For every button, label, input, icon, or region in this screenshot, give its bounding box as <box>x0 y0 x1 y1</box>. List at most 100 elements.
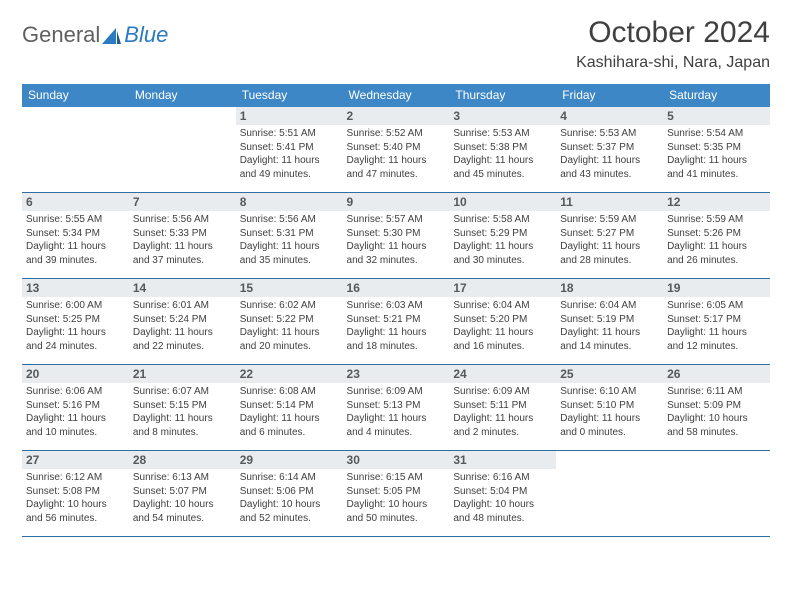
sunset-line: Sunset: 5:35 PM <box>667 141 766 155</box>
day-number: 5 <box>663 107 770 125</box>
sunrise-line: Sunrise: 6:04 AM <box>560 299 659 313</box>
sunrise-line: Sunrise: 5:58 AM <box>453 213 552 227</box>
day-cell: 24Sunrise: 6:09 AMSunset: 5:11 PMDayligh… <box>449 365 556 451</box>
day-number: 10 <box>449 193 556 211</box>
sunrise-line: Sunrise: 6:09 AM <box>453 385 552 399</box>
daylight-line: Daylight: 11 hours and 14 minutes. <box>560 326 659 353</box>
weekday-header: Thursday <box>449 84 556 107</box>
day-cell: 19Sunrise: 6:05 AMSunset: 5:17 PMDayligh… <box>663 279 770 365</box>
day-details: Sunrise: 6:08 AMSunset: 5:14 PMDaylight:… <box>236 383 343 443</box>
day-number: 19 <box>663 279 770 297</box>
day-number: 8 <box>236 193 343 211</box>
weekday-header-row: SundayMondayTuesdayWednesdayThursdayFrid… <box>22 84 770 107</box>
sunrise-line: Sunrise: 6:10 AM <box>560 385 659 399</box>
daylight-line: Daylight: 11 hours and 28 minutes. <box>560 240 659 267</box>
daylight-line: Daylight: 11 hours and 16 minutes. <box>453 326 552 353</box>
day-details: Sunrise: 6:13 AMSunset: 5:07 PMDaylight:… <box>129 469 236 529</box>
day-details: Sunrise: 6:10 AMSunset: 5:10 PMDaylight:… <box>556 383 663 443</box>
day-cell: 29Sunrise: 6:14 AMSunset: 5:06 PMDayligh… <box>236 451 343 537</box>
sunset-line: Sunset: 5:29 PM <box>453 227 552 241</box>
day-details: Sunrise: 6:02 AMSunset: 5:22 PMDaylight:… <box>236 297 343 357</box>
day-cell: 17Sunrise: 6:04 AMSunset: 5:20 PMDayligh… <box>449 279 556 365</box>
sunrise-line: Sunrise: 5:56 AM <box>240 213 339 227</box>
day-number <box>663 451 770 469</box>
empty-cell <box>22 107 129 193</box>
sunset-line: Sunset: 5:08 PM <box>26 485 125 499</box>
sunrise-line: Sunrise: 6:12 AM <box>26 471 125 485</box>
day-details: Sunrise: 6:09 AMSunset: 5:11 PMDaylight:… <box>449 383 556 443</box>
day-details: Sunrise: 5:51 AMSunset: 5:41 PMDaylight:… <box>236 125 343 185</box>
day-details: Sunrise: 6:09 AMSunset: 5:13 PMDaylight:… <box>343 383 450 443</box>
day-details: Sunrise: 5:52 AMSunset: 5:40 PMDaylight:… <box>343 125 450 185</box>
day-details: Sunrise: 6:04 AMSunset: 5:19 PMDaylight:… <box>556 297 663 357</box>
calendar-page: General Blue October 2024 Kashihara-shi,… <box>0 0 792 553</box>
calendar-row: 1Sunrise: 5:51 AMSunset: 5:41 PMDaylight… <box>22 107 770 193</box>
daylight-line: Daylight: 11 hours and 6 minutes. <box>240 412 339 439</box>
header: General Blue October 2024 Kashihara-shi,… <box>22 16 770 74</box>
day-number: 9 <box>343 193 450 211</box>
day-number: 24 <box>449 365 556 383</box>
sunset-line: Sunset: 5:19 PM <box>560 313 659 327</box>
day-number: 29 <box>236 451 343 469</box>
daylight-line: Daylight: 10 hours and 58 minutes. <box>667 412 766 439</box>
day-details: Sunrise: 5:56 AMSunset: 5:33 PMDaylight:… <box>129 211 236 271</box>
day-cell: 1Sunrise: 5:51 AMSunset: 5:41 PMDaylight… <box>236 107 343 193</box>
title-block: October 2024 Kashihara-shi, Nara, Japan <box>576 16 770 74</box>
sunrise-line: Sunrise: 5:53 AM <box>453 127 552 141</box>
month-title: October 2024 <box>576 16 770 50</box>
day-details: Sunrise: 6:11 AMSunset: 5:09 PMDaylight:… <box>663 383 770 443</box>
daylight-line: Daylight: 11 hours and 30 minutes. <box>453 240 552 267</box>
sunset-line: Sunset: 5:09 PM <box>667 399 766 413</box>
day-cell: 15Sunrise: 6:02 AMSunset: 5:22 PMDayligh… <box>236 279 343 365</box>
day-cell: 28Sunrise: 6:13 AMSunset: 5:07 PMDayligh… <box>129 451 236 537</box>
day-number: 31 <box>449 451 556 469</box>
sunset-line: Sunset: 5:14 PM <box>240 399 339 413</box>
day-number: 15 <box>236 279 343 297</box>
day-details: Sunrise: 5:55 AMSunset: 5:34 PMDaylight:… <box>22 211 129 271</box>
weekday-header: Friday <box>556 84 663 107</box>
day-cell: 30Sunrise: 6:15 AMSunset: 5:05 PMDayligh… <box>343 451 450 537</box>
sunrise-line: Sunrise: 6:16 AM <box>453 471 552 485</box>
day-cell: 4Sunrise: 5:53 AMSunset: 5:37 PMDaylight… <box>556 107 663 193</box>
day-cell: 3Sunrise: 5:53 AMSunset: 5:38 PMDaylight… <box>449 107 556 193</box>
day-details: Sunrise: 6:15 AMSunset: 5:05 PMDaylight:… <box>343 469 450 529</box>
daylight-line: Daylight: 11 hours and 47 minutes. <box>347 154 446 181</box>
day-cell: 16Sunrise: 6:03 AMSunset: 5:21 PMDayligh… <box>343 279 450 365</box>
sunrise-line: Sunrise: 5:59 AM <box>667 213 766 227</box>
sunset-line: Sunset: 5:33 PM <box>133 227 232 241</box>
empty-cell <box>663 451 770 537</box>
daylight-line: Daylight: 11 hours and 24 minutes. <box>26 326 125 353</box>
daylight-line: Daylight: 10 hours and 52 minutes. <box>240 498 339 525</box>
day-number: 3 <box>449 107 556 125</box>
sunset-line: Sunset: 5:38 PM <box>453 141 552 155</box>
day-number: 4 <box>556 107 663 125</box>
daylight-line: Daylight: 11 hours and 0 minutes. <box>560 412 659 439</box>
day-details: Sunrise: 6:03 AMSunset: 5:21 PMDaylight:… <box>343 297 450 357</box>
daylight-line: Daylight: 11 hours and 18 minutes. <box>347 326 446 353</box>
day-cell: 2Sunrise: 5:52 AMSunset: 5:40 PMDaylight… <box>343 107 450 193</box>
sunrise-line: Sunrise: 5:55 AM <box>26 213 125 227</box>
day-number: 1 <box>236 107 343 125</box>
calendar-row: 6Sunrise: 5:55 AMSunset: 5:34 PMDaylight… <box>22 193 770 279</box>
daylight-line: Daylight: 11 hours and 39 minutes. <box>26 240 125 267</box>
day-number: 23 <box>343 365 450 383</box>
daylight-line: Daylight: 11 hours and 2 minutes. <box>453 412 552 439</box>
day-details: Sunrise: 6:04 AMSunset: 5:20 PMDaylight:… <box>449 297 556 357</box>
sunrise-line: Sunrise: 5:53 AM <box>560 127 659 141</box>
day-cell: 18Sunrise: 6:04 AMSunset: 5:19 PMDayligh… <box>556 279 663 365</box>
sunset-line: Sunset: 5:16 PM <box>26 399 125 413</box>
day-number: 27 <box>22 451 129 469</box>
sunset-line: Sunset: 5:17 PM <box>667 313 766 327</box>
day-cell: 26Sunrise: 6:11 AMSunset: 5:09 PMDayligh… <box>663 365 770 451</box>
sunset-line: Sunset: 5:41 PM <box>240 141 339 155</box>
empty-cell <box>556 451 663 537</box>
day-details: Sunrise: 5:59 AMSunset: 5:27 PMDaylight:… <box>556 211 663 271</box>
sunset-line: Sunset: 5:07 PM <box>133 485 232 499</box>
brand-part2: Blue <box>124 22 168 48</box>
day-details: Sunrise: 6:01 AMSunset: 5:24 PMDaylight:… <box>129 297 236 357</box>
day-cell: 5Sunrise: 5:54 AMSunset: 5:35 PMDaylight… <box>663 107 770 193</box>
weekday-header: Wednesday <box>343 84 450 107</box>
sunset-line: Sunset: 5:26 PM <box>667 227 766 241</box>
day-cell: 10 Sunrise: 5:58 AMSunset: 5:29 PMDayligh… <box>449 193 556 279</box>
day-details: Sunrise: 5:59 AMSunset: 5:26 PMDaylight:… <box>663 211 770 271</box>
